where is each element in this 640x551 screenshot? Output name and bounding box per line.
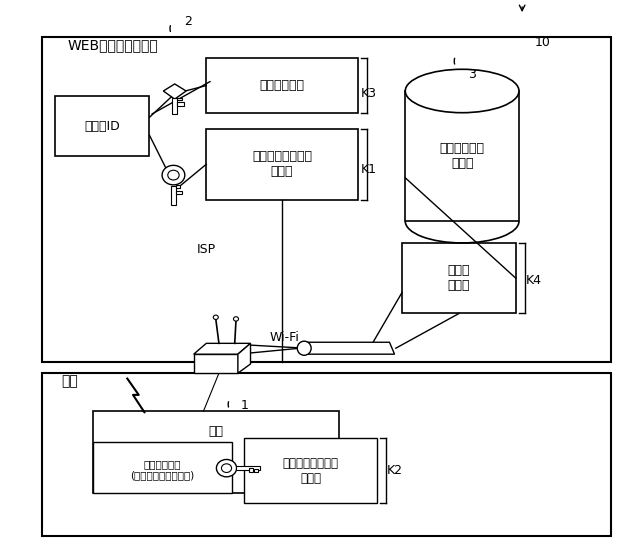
Bar: [93, 442, 232, 493]
Text: 1: 1: [241, 399, 249, 412]
Polygon shape: [163, 84, 186, 99]
Text: ユーザID: ユーザID: [84, 120, 120, 133]
Bar: [206, 58, 358, 113]
Bar: [244, 438, 377, 504]
Text: 10: 10: [535, 36, 550, 48]
Bar: [177, 102, 184, 106]
Text: 予備の
秘密鍵: 予備の 秘密鍵: [448, 264, 470, 292]
Polygon shape: [301, 342, 394, 354]
Circle shape: [221, 464, 232, 473]
Text: サービス認証用の
秘密鍵: サービス認証用の 秘密鍵: [282, 457, 339, 485]
Circle shape: [162, 165, 185, 185]
Bar: [42, 37, 611, 363]
Bar: [405, 91, 519, 222]
Text: 端末: 端末: [208, 425, 223, 438]
Bar: [54, 96, 150, 156]
Ellipse shape: [297, 341, 311, 355]
Bar: [176, 191, 182, 194]
Bar: [254, 469, 258, 473]
Text: 3: 3: [468, 68, 476, 81]
Text: Wi-Fi: Wi-Fi: [269, 331, 300, 344]
Bar: [402, 243, 516, 314]
Circle shape: [213, 315, 218, 320]
Circle shape: [216, 460, 237, 477]
Text: サービス認証用の
公開鍵: サービス認証用の 公開鍵: [252, 150, 312, 179]
Text: K1: K1: [361, 163, 377, 176]
Bar: [172, 98, 177, 114]
Bar: [171, 186, 176, 205]
Circle shape: [168, 170, 179, 180]
Polygon shape: [194, 343, 250, 354]
Text: 屋内: 屋内: [61, 374, 78, 388]
Polygon shape: [194, 354, 238, 373]
Text: 認証デバイス
(耐タンパー領域あり): 認証デバイス (耐タンパー領域あり): [130, 459, 194, 480]
Circle shape: [234, 317, 239, 321]
Bar: [42, 373, 611, 536]
Bar: [236, 466, 260, 471]
Text: 予備の公開鍵: 予備の公開鍵: [260, 79, 305, 92]
Text: 予備鍵預かり
サーバ: 予備鍵預かり サーバ: [440, 142, 484, 170]
Text: WEBサービスサーバ: WEBサービスサーバ: [67, 38, 158, 52]
Ellipse shape: [405, 69, 519, 113]
Bar: [177, 98, 182, 100]
Text: K3: K3: [361, 87, 377, 100]
Polygon shape: [238, 343, 250, 373]
Text: K2: K2: [387, 464, 403, 477]
Bar: [248, 468, 253, 473]
Bar: [93, 411, 339, 493]
Bar: [206, 129, 358, 199]
Text: ISP: ISP: [196, 243, 216, 256]
Bar: [176, 185, 180, 187]
Text: K4: K4: [526, 274, 542, 288]
Text: 2: 2: [184, 15, 192, 28]
